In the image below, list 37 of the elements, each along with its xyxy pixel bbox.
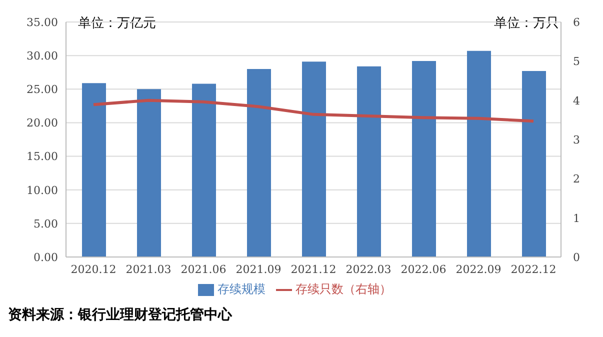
x-tick-label: 2021.03 [126, 262, 172, 276]
y2-tick-label: 1 [573, 212, 580, 225]
bar [467, 50, 491, 257]
y-tick-label: 25.00 [26, 83, 58, 96]
y2-tick-label: 5 [573, 55, 580, 68]
y2-tick-label: 3 [573, 134, 580, 146]
y2-tick-label: 2 [573, 172, 580, 186]
text: 资料来源：银行业理财登记托管中心 [8, 306, 232, 324]
x-tick-label: 2022.03 [346, 262, 392, 276]
bar [247, 69, 271, 257]
y-tick-label: 10.00 [26, 184, 58, 197]
y-tick-label: 35.00 [26, 16, 58, 29]
bar [82, 83, 106, 257]
y-tick-label: 30.00 [26, 49, 58, 62]
y2-tick-label: 6 [573, 16, 580, 29]
x-tick-label: 2021.09 [236, 262, 282, 276]
bar [192, 84, 216, 257]
bar [302, 62, 326, 257]
x-tick-label: 2022.06 [400, 262, 446, 276]
x-tick-label: 2022.12 [510, 262, 556, 276]
bar [137, 89, 161, 257]
y-tick-label: 0.00 [34, 250, 58, 264]
y2-tick-label: 0 [573, 251, 580, 264]
bar [522, 71, 546, 257]
y-tick-label: 5.00 [34, 217, 58, 230]
legend-label: 存续只数（右轴） [296, 282, 392, 296]
x-tick-label: 2022.09 [456, 262, 502, 276]
y2-tick-label: 4 [573, 94, 580, 108]
x-tick-label: 2020.12 [70, 262, 116, 276]
line-series [92, 98, 535, 123]
x-tick-label: 2021.06 [180, 262, 226, 276]
x-tick-label: 2021.12 [290, 262, 336, 276]
legend-label: 存续规模 [218, 282, 266, 296]
bar [412, 60, 436, 257]
bar [357, 66, 381, 257]
y-tick-label: 15.00 [26, 150, 58, 164]
y-tick-label: 20.00 [26, 116, 58, 130]
